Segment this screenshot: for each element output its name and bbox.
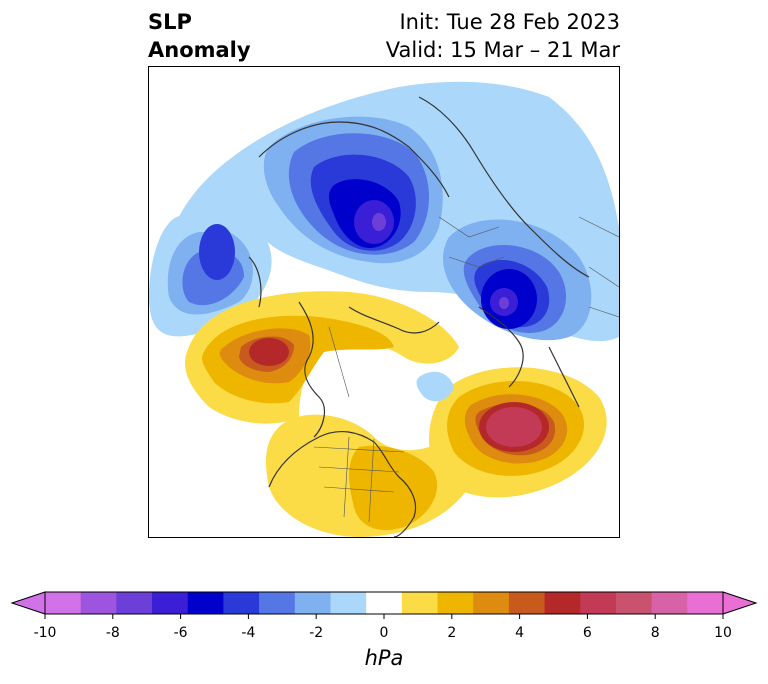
colorbar-segment: [580, 592, 617, 614]
colorbar-units: hPa: [364, 646, 404, 670]
colorbar-over-arrow: [722, 591, 758, 615]
alaska-high: [185, 291, 459, 424]
colorbar-tick-label: 6: [582, 625, 592, 641]
colorbar-tick-label: -6: [173, 625, 188, 641]
valid-date-range: Valid: 15 Mar – 21 Mar: [385, 38, 620, 62]
colorbar-segment: [651, 592, 688, 614]
colorbar-segment: [366, 592, 403, 614]
colorbar-segment: [45, 592, 82, 614]
colorbar-ticks: [44, 614, 724, 619]
colorbar-segment: [116, 592, 153, 614]
hudson-negative: [416, 371, 454, 402]
colorbar-tick-label: -2: [309, 625, 324, 641]
colorbar-tick-label: -10: [33, 625, 57, 641]
siberian-arctic-low: [263, 116, 443, 264]
colorbar-segments: [45, 592, 724, 614]
colorbar-under-arrow: [10, 591, 46, 615]
colorbar-tick-label: -8: [105, 625, 120, 641]
colorbar-segment: [615, 592, 653, 614]
coastlines: [248, 96, 590, 537]
colorbar-tick-label: 10: [714, 625, 732, 641]
colorbar-tick-label: 4: [515, 625, 525, 641]
colorbar-segment: [187, 592, 224, 614]
anomaly-map: [149, 81, 619, 537]
north-atlantic-high: [429, 367, 607, 498]
scandinavian-low: [443, 219, 592, 341]
colorbar-segment: [508, 592, 546, 614]
colorbar-segment: [473, 592, 510, 614]
init-date: Init: Tue 28 Feb 2023: [399, 10, 620, 34]
title-variable: SLP: [148, 10, 192, 34]
colorbar-segment: [687, 592, 724, 614]
colorbar-segment: [294, 592, 331, 614]
colorbar-segment: [259, 592, 296, 614]
political-borders: [313, 216, 619, 523]
colorbar-segment: [80, 592, 117, 614]
colorbar-segment: [330, 592, 367, 614]
north-pacific-low: [149, 212, 272, 337]
colorbar: [10, 591, 758, 619]
colorbar-segment: [401, 592, 439, 614]
colorbar-tick-label: 0: [379, 625, 389, 641]
colorbar-segment: [544, 592, 581, 614]
map-title: SLP Anomaly: [148, 8, 251, 64]
colorbar-segment: [223, 592, 260, 614]
colorbar-tick-label: 8: [650, 625, 660, 641]
colorbar-segment: [152, 592, 189, 614]
colorbar-segment: [437, 592, 474, 614]
map-panel: [148, 66, 620, 538]
title-variable-line2: Anomaly: [148, 38, 251, 62]
colorbar-tick-label: -4: [241, 625, 256, 641]
colorbar-tick-label: 2: [447, 625, 457, 641]
map-dates: Init: Tue 28 Feb 2023 Valid: 15 Mar – 21…: [386, 8, 620, 64]
